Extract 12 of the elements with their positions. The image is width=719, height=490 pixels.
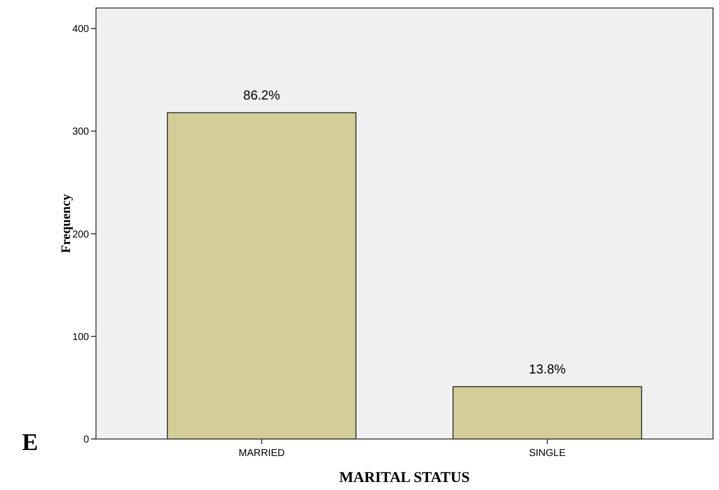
- x-tick-label: SINGLE: [528, 448, 566, 459]
- y-tick-label: 200: [72, 229, 90, 240]
- annotation: 86.2%: [243, 88, 281, 103]
- x-tick-label: MARRIED: [238, 448, 285, 459]
- text: E: [22, 430, 38, 456]
- y-axis-title: Frequency: [58, 194, 73, 253]
- y-tick-label: 0: [83, 434, 90, 446]
- y-tick-label: 300: [72, 126, 90, 138]
- x-axis-title: MARITAL STATUS: [339, 470, 470, 486]
- annotation: 13.8%: [528, 362, 566, 377]
- y-tick-label: 400: [72, 24, 90, 36]
- y-tick-label: 100: [72, 332, 90, 343]
